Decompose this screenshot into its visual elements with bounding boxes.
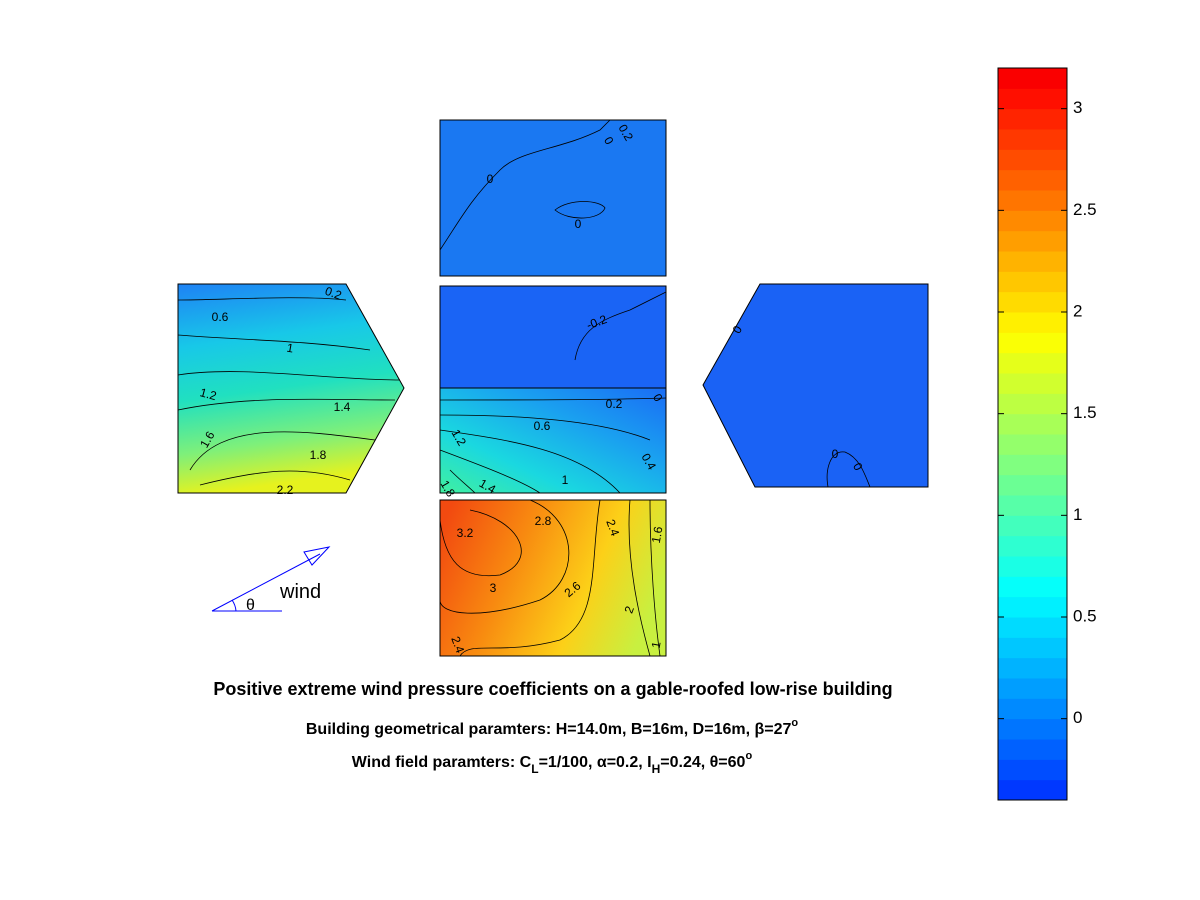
- colorbar-swatch: [998, 637, 1067, 659]
- contour-label: 1: [649, 640, 664, 649]
- colorbar-swatch: [998, 495, 1067, 516]
- colorbar-tick-label: 2: [1073, 301, 1082, 320]
- colorbar-swatch: [998, 434, 1067, 455]
- colorbar-swatch: [998, 596, 1067, 618]
- contour-line: [439, 119, 611, 251]
- wind-arrow: wind θ: [211, 546, 331, 614]
- panel-right: [702, 283, 929, 488]
- contour-line: [574, 291, 667, 361]
- colorbar-swatch: [998, 210, 1067, 232]
- subtitle2-sub: H: [652, 762, 661, 776]
- contour-line: [826, 451, 871, 488]
- wind-head: [303, 546, 331, 566]
- wind-label: wind: [279, 581, 321, 603]
- title: Positive extreme wind pressure coefficie…: [213, 679, 892, 699]
- contour-label: -0.2: [585, 312, 610, 332]
- colorbar-swatch: [998, 739, 1067, 760]
- contour-label: 0: [487, 172, 494, 186]
- panel-mid-lower: [439, 387, 667, 494]
- subtitle2: Wind field paramters: CL=1/100, α=0.2, I…: [352, 750, 753, 776]
- contour-label: 0.6: [212, 310, 229, 324]
- colorbar-swatch: [998, 535, 1067, 557]
- colorbar-tick-label: 1: [1073, 505, 1082, 524]
- panel-top: [439, 119, 667, 277]
- colorbar-swatch: [998, 88, 1067, 110]
- colorbar-swatch: [998, 291, 1067, 313]
- colorbar-swatch: [998, 129, 1067, 150]
- contour-label: 2.8: [535, 514, 552, 528]
- colorbar-tick-label: 3: [1073, 98, 1082, 117]
- colorbar-swatch: [998, 779, 1067, 801]
- contour-label: 1.8: [310, 448, 327, 462]
- colorbar-swatch: [998, 556, 1067, 577]
- subtitle2-sub: L: [531, 762, 538, 776]
- contour-label: 2.2: [277, 483, 294, 497]
- colorbar-swatch: [998, 68, 1067, 89]
- colorbar-tick-label: 0.5: [1073, 606, 1097, 625]
- colorbar-swatch: [998, 515, 1067, 537]
- subtitle-sup: o: [791, 717, 798, 729]
- contour-label: 1: [286, 341, 295, 356]
- contour-label: 3: [490, 581, 497, 595]
- colorbar-swatch: [998, 718, 1067, 740]
- colorbar-swatch: [998, 251, 1067, 272]
- contour-label: 1.2: [198, 385, 218, 403]
- contour-label: 0: [575, 217, 582, 231]
- colorbar-swatch: [998, 352, 1067, 374]
- contour-line: [439, 397, 667, 494]
- panels: [177, 119, 929, 657]
- wind-shaft: [211, 553, 321, 612]
- colorbar-swatch: [998, 393, 1067, 415]
- subtitle2-text: =0.24, θ=60: [660, 754, 745, 771]
- colorbar: 0 0.5 1 1.5 2 2.5 3: [997, 67, 1097, 801]
- contour-label: 2.4: [448, 634, 467, 655]
- colorbar-tick-label: 2.5: [1073, 200, 1097, 219]
- colorbar-swatch: [998, 149, 1067, 171]
- contour-label: 0: [832, 447, 839, 461]
- contour-label: 0.2: [606, 397, 623, 411]
- colorbar-swatch: [998, 332, 1067, 354]
- subtitle: Building geometrical paramters: H=14.0m,…: [306, 717, 799, 738]
- subtitle-text: Building geometrical paramters: H=14.0m,…: [306, 721, 792, 738]
- contour-line: [554, 201, 606, 219]
- contour-label: 1: [562, 473, 569, 487]
- colorbar-swatch: [998, 617, 1067, 638]
- colorbar-swatch: [998, 108, 1067, 130]
- colorbar-swatch: [998, 230, 1067, 252]
- panel-left: [177, 283, 405, 494]
- colorbar-swatch: [998, 373, 1067, 394]
- colorbar-frame: [997, 67, 1068, 801]
- contour-label: 3.2: [457, 526, 474, 540]
- colorbar-swatch: [998, 312, 1067, 333]
- panel-bottom: [439, 499, 667, 657]
- subtitle2-text: =1/100, α=0.2, I: [539, 754, 652, 771]
- contour-label: 2.4: [603, 517, 622, 538]
- contour-label: 2: [622, 604, 638, 615]
- colorbar-tick-label: 0: [1073, 708, 1082, 727]
- angle-label: θ: [246, 597, 255, 614]
- colorbar-swatch: [998, 169, 1067, 191]
- colorbar-swatch: [998, 759, 1067, 781]
- contour-label: 1.4: [334, 400, 351, 414]
- contour-label: 1.6: [649, 525, 666, 544]
- colorbar-swatch: [998, 698, 1067, 720]
- subtitle2-text: Wind field paramters: C: [352, 754, 532, 771]
- contour-label: 0.6: [534, 419, 551, 433]
- colorbar-swatch: [998, 678, 1067, 699]
- subtitle2-sup: o: [745, 750, 752, 762]
- angle-arc: [231, 599, 237, 612]
- colorbar-swatch: [998, 271, 1067, 293]
- contour-line: [177, 297, 401, 486]
- colorbar-swatch: [998, 190, 1067, 211]
- contour-line: [439, 499, 661, 657]
- colorbar-tick-label: 1.5: [1073, 403, 1097, 422]
- contour-label: 0.2: [323, 284, 344, 303]
- colorbar-swatch: [998, 474, 1067, 496]
- colorbar-swatch: [998, 413, 1067, 435]
- colorbar-swatch: [998, 576, 1067, 598]
- colorbar-swatch: [998, 454, 1067, 476]
- colorbar-swatch: [998, 657, 1067, 679]
- panel-mid-upper: [439, 285, 667, 389]
